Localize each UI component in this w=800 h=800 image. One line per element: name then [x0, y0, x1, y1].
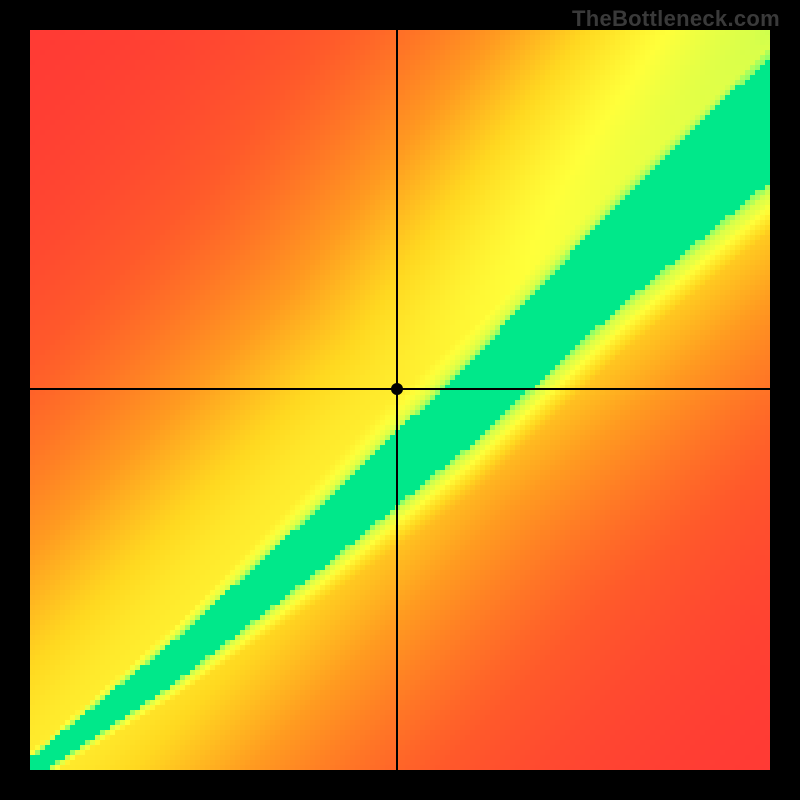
plot-area — [30, 30, 770, 770]
crosshair-vertical — [396, 30, 398, 770]
heatmap-canvas — [30, 30, 770, 770]
crosshair-marker — [391, 383, 403, 395]
watermark-text: TheBottleneck.com — [572, 6, 780, 32]
